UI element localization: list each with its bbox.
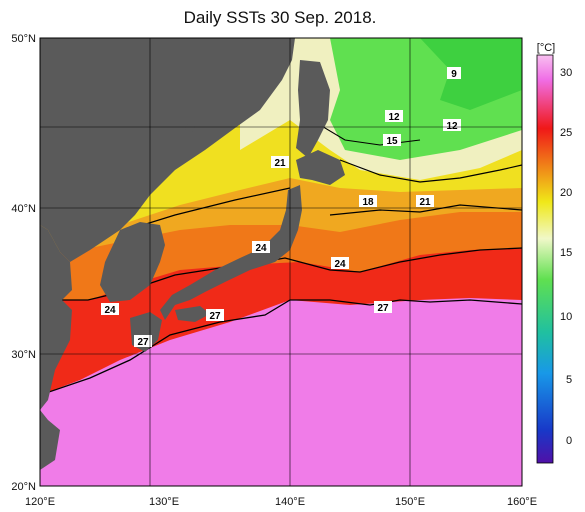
colorbar-tick-20: 20 [560,187,572,199]
colorbar-tick-30: 30 [560,67,572,79]
lat-label-50n: 50°N [11,33,36,45]
map-title: Daily SSTs 30 Sep. 2018. [183,8,377,27]
sakhalin [296,60,330,158]
lon-label-140e: 140°E [275,496,305,508]
iso-label-24b: 24 [104,305,116,316]
lon-label-120e: 120°E [25,496,55,508]
grid-lines [40,38,522,486]
lon-label-130e: 130°E [149,496,179,508]
colorbar-tick-0: 0 [566,435,572,447]
asia-mainland [40,38,295,262]
map-frame [39,37,523,487]
lon-label-150e: 150°E [395,496,425,508]
lat-label-30n: 30°N [11,349,36,361]
colorbar-tick-15: 15 [560,247,572,259]
lat-label-40n: 40°N [11,203,36,215]
cool-green-region [335,38,522,110]
korea-peninsula [100,222,165,302]
colorbar-tick-5: 5 [566,374,572,386]
shikoku [175,306,210,322]
iso-label-27a: 27 [377,303,389,314]
lat-label-20n: 20°N [11,481,36,493]
colorbar-scale [536,54,554,464]
iso-label-18: 18 [362,197,374,208]
iso-label-9: 9 [451,69,457,80]
iso-label-21b: 21 [419,197,431,208]
colorbar: [°C] 30 25 20 15 10 5 0 [536,42,572,464]
iso-label-24c: 24 [255,243,267,254]
lat-axis: 50°N 40°N 30°N 20°N [11,33,36,493]
iso-label-12b: 12 [446,121,458,132]
lake-island [185,124,195,132]
iso-label-21a: 21 [274,158,286,169]
lon-axis: 120°E 130°E 140°E 150°E 160°E [25,496,537,508]
iso-label-15: 15 [386,136,398,147]
iso-label-24a: 24 [334,259,346,270]
lon-label-160e: 160°E [507,496,537,508]
isotherm-labels: 9 12 12 15 21 18 21 24 24 27 27 27 24 [101,67,461,348]
taiwan [40,410,60,470]
china-coast-south [40,300,72,410]
colorbar-tick-25: 25 [560,127,572,139]
iso-label-12a: 12 [388,112,400,123]
hokkaido [296,150,345,185]
iso-label-27c: 27 [137,337,149,348]
honshu [160,185,302,320]
iso-label-27b: 27 [209,311,221,322]
china-coast-north [40,225,72,300]
sst-field: 9 12 12 15 21 18 21 24 24 27 27 27 24 [40,38,522,486]
colorbar-tick-10: 10 [560,311,572,323]
colorbar-unit: [°C] [537,42,555,54]
